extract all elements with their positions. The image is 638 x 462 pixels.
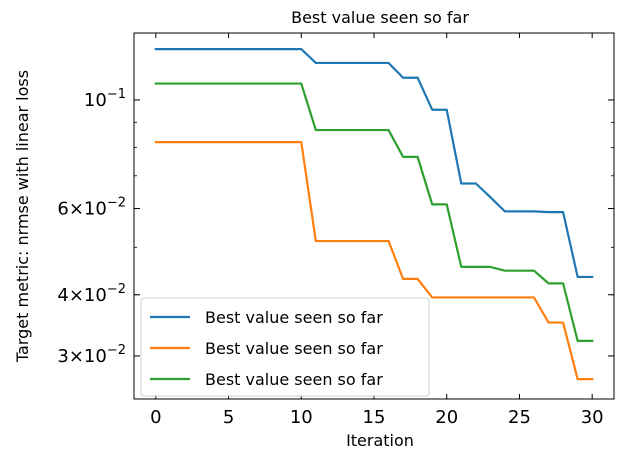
- y-axis-label: Target metric: nrmse with linear loss: [13, 70, 32, 363]
- y-tick-label: 10−1: [84, 87, 126, 111]
- x-tick-label: 25: [508, 407, 531, 428]
- legend-label-2: Best value seen so far: [205, 370, 383, 389]
- legend-label-1: Best value seen so far: [205, 339, 383, 358]
- series-line-0: [154, 48, 594, 279]
- chart-title: Best value seen so far: [291, 8, 469, 27]
- legend: Best value seen so far Best value seen so…: [140, 297, 430, 397]
- x-tick-label: 0: [150, 407, 161, 428]
- series-line-2: [154, 82, 594, 342]
- x-tick-label: 30: [581, 407, 604, 428]
- y-tick-label: 3×10−2: [57, 343, 126, 367]
- x-tick-label: 10: [290, 407, 313, 428]
- series-line-1: [154, 141, 594, 381]
- legend-frame: [140, 297, 430, 397]
- x-tick-label: 20: [435, 407, 458, 428]
- ticks: 0 5 10 15 20 25 30 10−1 6×10−2 4×10−2 3×10−2: [57, 33, 614, 428]
- y-tick-label: 4×10−2: [57, 282, 126, 306]
- plot-frame: [133, 32, 615, 400]
- x-tick-label: 5: [223, 407, 234, 428]
- legend-label-0: Best value seen so far: [205, 308, 383, 327]
- y-tick-label: 6×10−2: [57, 196, 126, 220]
- x-tick-label: 15: [363, 407, 386, 428]
- plot-lines: [154, 48, 594, 381]
- x-axis-label: Iteration: [346, 431, 414, 450]
